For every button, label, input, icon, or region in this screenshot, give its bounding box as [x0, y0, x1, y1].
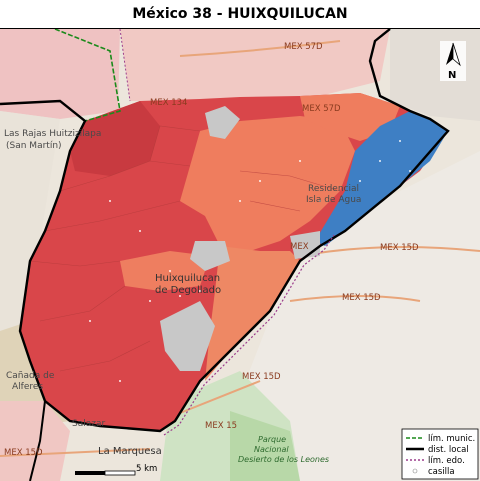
- road-label-mex134: MEX 134: [150, 98, 187, 108]
- place-label-san-martin: (San Martín): [6, 141, 62, 151]
- basemap-southwest-pink: [0, 401, 70, 481]
- road-label-mex15: MEX 15: [205, 421, 237, 431]
- place-label-marquesa: La Marquesa: [98, 446, 162, 457]
- scale-label: 5 km: [136, 464, 157, 474]
- district-boundary-west: [29, 400, 46, 481]
- area-grey-north: [205, 106, 240, 139]
- road-mex15d-south: [289, 295, 421, 302]
- road-label-mex15d-west: MEX 15D: [4, 448, 43, 458]
- place-label-rajas: Las Rajas Huitzizilapa: [4, 129, 101, 139]
- district-area-blue: [315, 111, 448, 246]
- place-label-residencial: Residencial: [308, 184, 359, 194]
- road-label-mex57d: MEX 57D: [302, 104, 341, 114]
- district-area-dark-red: [70, 101, 160, 176]
- district-area-salmon-north: [300, 93, 400, 141]
- legend-label-casilla: casilla: [428, 467, 455, 477]
- place-label-alferes: Alferes: [12, 382, 43, 392]
- road-mex57d: [179, 40, 341, 57]
- road-mex15d-west: [0, 448, 151, 457]
- place-label-degollado: de Degollado: [155, 285, 221, 296]
- place-label-isla: Isla de Agua: [306, 195, 361, 205]
- state-limit-north: [119, 29, 131, 102]
- park-label-3: Desierto de los Leones: [238, 455, 329, 464]
- basemap-southeast-urban: [230, 151, 480, 481]
- district-area-salmon-south: [205, 246, 300, 381]
- state-limit-line: [163, 234, 335, 436]
- park-label-1: Parque: [258, 435, 286, 444]
- casilla-points: [89, 140, 411, 382]
- place-label-huixquilucan: Huixquilucan: [155, 273, 220, 284]
- map-frame[interactable]: Las Rajas Huitzizilapa (San Martín) Resi…: [0, 28, 480, 481]
- road-label-mex15d-b: MEX 15D: [342, 293, 381, 303]
- map-canvas[interactable]: Las Rajas Huitzizilapa (San Martín) Resi…: [0, 29, 480, 481]
- area-grey-centre: [190, 241, 230, 271]
- district-area-salmon-west: [120, 251, 210, 291]
- north-label: N: [448, 70, 456, 81]
- basemap-north-pink-area: [120, 29, 390, 101]
- scale-bar: 5 km: [75, 464, 157, 476]
- place-label-salazar: Salazar: [72, 419, 105, 429]
- park-label-2: Nacional: [254, 445, 289, 454]
- legend-label-edo: lím. edo.: [428, 456, 465, 466]
- district-boundary-line: [0, 29, 450, 433]
- basemap-park: [230, 411, 300, 481]
- road-label-mex15d-c: MEX 15D: [242, 372, 281, 382]
- map-title: México 38 - HUIXQUILUCAN: [0, 0, 480, 28]
- area-grey-south: [160, 301, 215, 371]
- legend: lím. munic. dist. local lím. edo. casill…: [401, 428, 479, 480]
- district-area-salmon-central: [180, 116, 355, 251]
- place-label-canada: Cañada de: [6, 371, 55, 381]
- road-label-mex-east: MEX: [290, 242, 309, 252]
- legend-label-dist: dist. local: [428, 445, 469, 455]
- basemap-state-pink-area: [0, 29, 120, 119]
- legend-label-munic: lím. munic.: [428, 434, 475, 444]
- north-arrow-icon: N: [440, 41, 466, 81]
- section-boundaries: [29, 125, 341, 372]
- road-label-mex57d-north: MEX 57D: [284, 42, 323, 52]
- basemap-west-beige: [0, 111, 60, 331]
- road-label-mex15d-a: MEX 15D: [380, 243, 419, 253]
